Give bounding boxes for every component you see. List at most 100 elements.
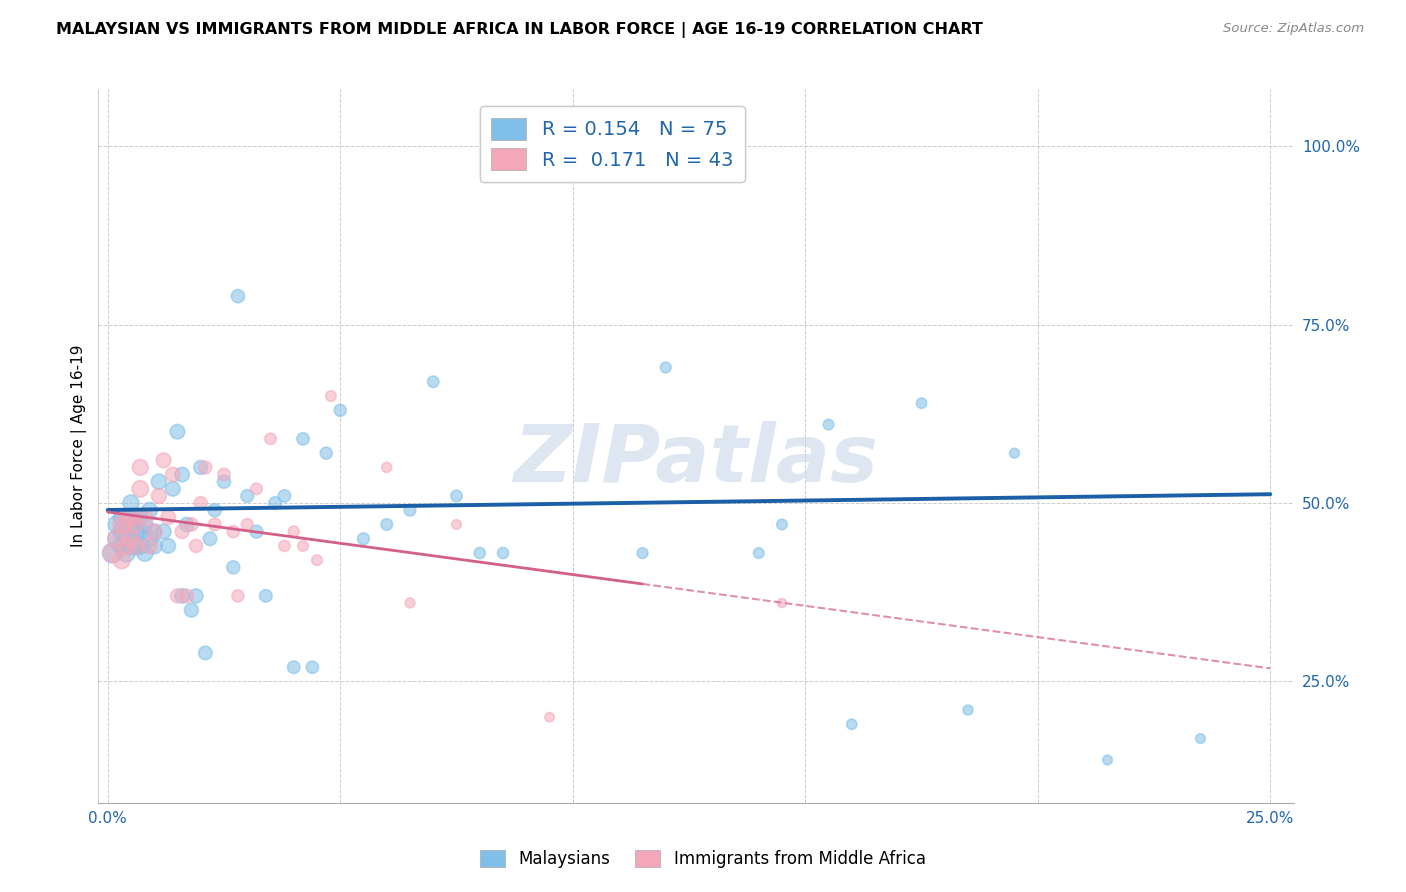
Point [259, 432, 281, 446]
Point [329, 403, 352, 417]
Point [143, 524, 166, 539]
Point [148, 489, 170, 503]
Point [157, 539, 180, 553]
Point [176, 517, 198, 532]
Point [245, 482, 267, 496]
Point [172, 467, 194, 482]
Point [105, 517, 128, 532]
Point [283, 660, 305, 674]
Point [129, 524, 152, 539]
Point [105, 532, 128, 546]
Point [129, 482, 152, 496]
Point [446, 517, 468, 532]
Point [138, 539, 160, 553]
Point [180, 517, 202, 532]
Point [134, 510, 156, 524]
Point [446, 489, 468, 503]
Point [910, 396, 932, 410]
Point [124, 524, 146, 539]
Point [315, 446, 337, 460]
Point [273, 489, 295, 503]
Point [399, 503, 422, 517]
Point [226, 589, 249, 603]
Point [129, 539, 152, 553]
Text: Source: ZipAtlas.com: Source: ZipAtlas.com [1223, 22, 1364, 36]
Point [111, 517, 134, 532]
Point [120, 532, 142, 546]
Point [194, 460, 217, 475]
Point [264, 496, 287, 510]
Point [138, 532, 160, 546]
Point [273, 539, 295, 553]
Point [124, 517, 146, 532]
Point [184, 539, 207, 553]
Point [585, 168, 607, 182]
Point [226, 289, 249, 303]
Point [120, 524, 142, 539]
Point [198, 532, 221, 546]
Point [375, 517, 398, 532]
Point [236, 517, 259, 532]
Point [120, 539, 142, 553]
Point [515, 168, 537, 182]
Point [245, 524, 267, 539]
Point [101, 546, 124, 560]
Point [101, 546, 124, 560]
Point [134, 546, 156, 560]
Point [120, 496, 142, 510]
Point [817, 417, 839, 432]
Point [492, 546, 515, 560]
Point [111, 553, 134, 567]
Point [399, 596, 422, 610]
Point [236, 489, 259, 503]
Text: ZIPatlas: ZIPatlas [513, 421, 879, 500]
Point [180, 603, 202, 617]
Point [305, 553, 328, 567]
Point [111, 510, 134, 524]
Point [292, 539, 315, 553]
Point [166, 589, 188, 603]
Point [115, 532, 138, 546]
Point [770, 596, 793, 610]
Point [841, 717, 863, 731]
Point [222, 560, 245, 574]
Point [631, 546, 654, 560]
Point [190, 496, 212, 510]
Point [143, 539, 166, 553]
Point [204, 503, 226, 517]
Point [115, 539, 138, 553]
Point [1189, 731, 1212, 746]
Point [468, 546, 491, 560]
Point [115, 517, 138, 532]
Point [143, 524, 166, 539]
Point [254, 589, 277, 603]
Point [607, 168, 630, 182]
Point [111, 539, 134, 553]
Point [162, 467, 184, 482]
Y-axis label: In Labor Force | Age 16-19: In Labor Force | Age 16-19 [72, 344, 87, 548]
Point [120, 510, 142, 524]
Point [212, 475, 235, 489]
Point [115, 546, 138, 560]
Point [105, 532, 128, 546]
Point [1097, 753, 1119, 767]
Point [148, 475, 170, 489]
Point [162, 482, 184, 496]
Point [194, 646, 217, 660]
Point [129, 460, 152, 475]
Point [124, 539, 146, 553]
Text: MALAYSIAN VS IMMIGRANTS FROM MIDDLE AFRICA IN LABOR FORCE | AGE 16-19 CORRELATIO: MALAYSIAN VS IMMIGRANTS FROM MIDDLE AFRI… [56, 22, 983, 38]
Point [124, 539, 146, 553]
Legend: R = 0.154   N = 75, R =  0.171   N = 43: R = 0.154 N = 75, R = 0.171 N = 43 [479, 106, 745, 182]
Point [748, 546, 770, 560]
Point [129, 510, 152, 524]
Point [353, 532, 375, 546]
Point [319, 389, 342, 403]
Point [184, 589, 207, 603]
Point [770, 517, 793, 532]
Point [1004, 446, 1026, 460]
Point [152, 524, 174, 539]
Point [124, 510, 146, 524]
Point [152, 453, 174, 467]
Point [111, 524, 134, 539]
